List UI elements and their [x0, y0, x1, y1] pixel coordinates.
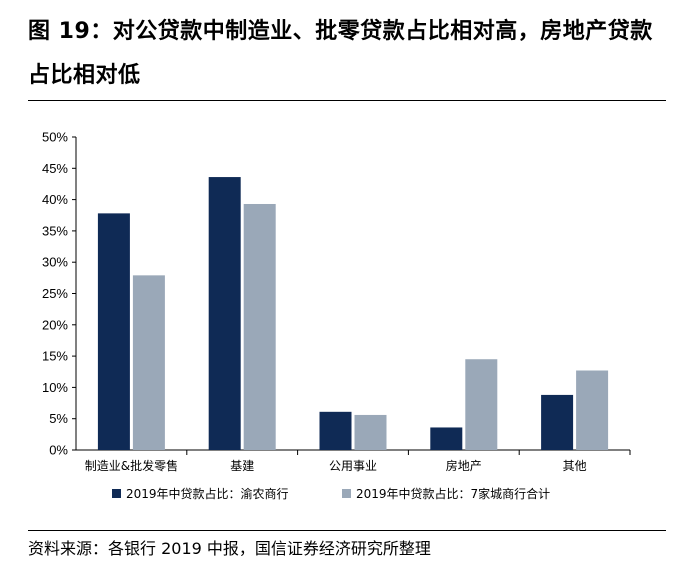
y-tick-label: 15% — [42, 349, 68, 364]
legend-label: 2019年中贷款占比：渝农商行 — [126, 486, 289, 501]
bar-series2 — [576, 370, 609, 450]
source-divider — [28, 530, 666, 531]
figure-title: 图 19：对公贷款中制造业、批零贷款占比相对高，房地产贷款占比相对低 — [28, 19, 653, 88]
x-category-label: 其他 — [563, 459, 587, 473]
y-tick-label: 5% — [49, 411, 68, 426]
bar-series1 — [541, 394, 574, 450]
bar-series2 — [243, 203, 276, 450]
y-tick-label: 10% — [42, 380, 68, 395]
bar-series1 — [430, 427, 463, 450]
legend-swatch — [342, 489, 351, 498]
bar-series2 — [465, 359, 498, 450]
bar-series1 — [319, 411, 352, 450]
bar-series2 — [354, 414, 387, 450]
y-tick-label: 35% — [42, 223, 68, 238]
bar-chart: 0% 5% 10% 15% 20% 25% 30% 35% 40% 45% 50% 制造业&批发零售 基… — [42, 130, 631, 501]
bar-series2 — [132, 275, 165, 450]
title-divider — [28, 100, 666, 101]
y-tick-label: 25% — [42, 286, 68, 301]
legend-swatch — [112, 489, 121, 498]
y-tick-label: 20% — [42, 317, 68, 332]
source-note: 资料来源：各银行 2019 中报，国信证券经济研究所整理 — [28, 539, 431, 558]
x-category-label: 制造业&批发零售 — [85, 458, 178, 473]
bar-series1 — [208, 177, 241, 450]
legend-label: 2019年中贷款占比：7家城商行合计 — [356, 486, 550, 501]
y-tick-label: 0% — [49, 443, 68, 458]
bar-series1 — [97, 213, 130, 450]
y-tick-label: 50% — [42, 130, 68, 145]
y-tick-label: 30% — [42, 255, 68, 270]
x-category-label: 基建 — [230, 459, 254, 473]
y-tick-label: 40% — [42, 192, 68, 207]
y-tick-label: 45% — [42, 161, 68, 176]
x-category-label: 公用事业 — [329, 459, 377, 473]
x-category-label: 房地产 — [446, 458, 482, 473]
